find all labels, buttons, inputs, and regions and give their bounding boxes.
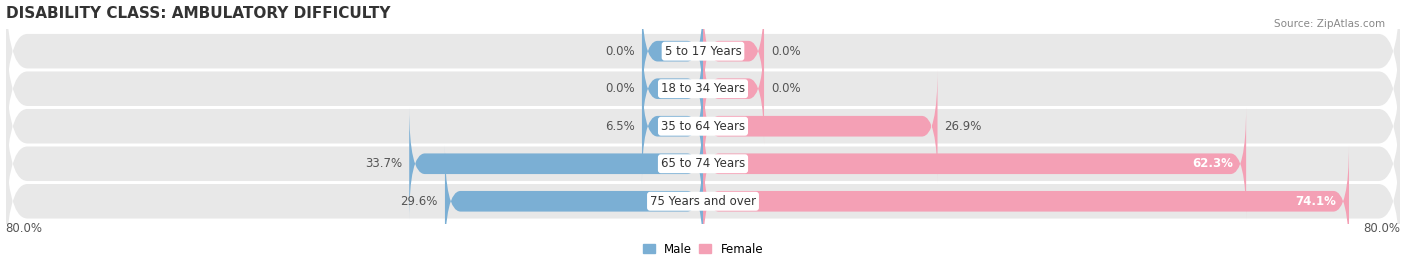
- Text: 80.0%: 80.0%: [6, 222, 42, 235]
- FancyBboxPatch shape: [444, 144, 703, 259]
- FancyBboxPatch shape: [703, 69, 938, 183]
- Text: 65 to 74 Years: 65 to 74 Years: [661, 157, 745, 170]
- FancyBboxPatch shape: [703, 107, 1246, 221]
- Text: 62.3%: 62.3%: [1192, 157, 1233, 170]
- Text: 0.0%: 0.0%: [606, 82, 636, 95]
- Text: 5 to 17 Years: 5 to 17 Years: [665, 45, 741, 58]
- FancyBboxPatch shape: [643, 69, 703, 183]
- FancyBboxPatch shape: [703, 31, 763, 146]
- Legend: Male, Female: Male, Female: [638, 238, 768, 261]
- Text: 80.0%: 80.0%: [1364, 222, 1400, 235]
- Text: 0.0%: 0.0%: [770, 82, 800, 95]
- FancyBboxPatch shape: [6, 87, 1400, 240]
- FancyBboxPatch shape: [6, 125, 1400, 269]
- FancyBboxPatch shape: [703, 0, 763, 108]
- FancyBboxPatch shape: [409, 107, 703, 221]
- Text: Source: ZipAtlas.com: Source: ZipAtlas.com: [1274, 19, 1385, 29]
- Text: 6.5%: 6.5%: [605, 120, 636, 133]
- FancyBboxPatch shape: [6, 50, 1400, 203]
- Text: 35 to 64 Years: 35 to 64 Years: [661, 120, 745, 133]
- Text: 33.7%: 33.7%: [366, 157, 402, 170]
- Text: 74.1%: 74.1%: [1295, 195, 1336, 208]
- Text: 26.9%: 26.9%: [945, 120, 981, 133]
- Text: DISABILITY CLASS: AMBULATORY DIFFICULTY: DISABILITY CLASS: AMBULATORY DIFFICULTY: [6, 6, 389, 20]
- Text: 29.6%: 29.6%: [401, 195, 439, 208]
- FancyBboxPatch shape: [643, 0, 703, 108]
- Text: 0.0%: 0.0%: [606, 45, 636, 58]
- Text: 0.0%: 0.0%: [770, 45, 800, 58]
- Text: 18 to 34 Years: 18 to 34 Years: [661, 82, 745, 95]
- FancyBboxPatch shape: [643, 31, 703, 146]
- FancyBboxPatch shape: [6, 12, 1400, 165]
- FancyBboxPatch shape: [703, 144, 1348, 259]
- FancyBboxPatch shape: [6, 0, 1400, 128]
- Text: 75 Years and over: 75 Years and over: [650, 195, 756, 208]
